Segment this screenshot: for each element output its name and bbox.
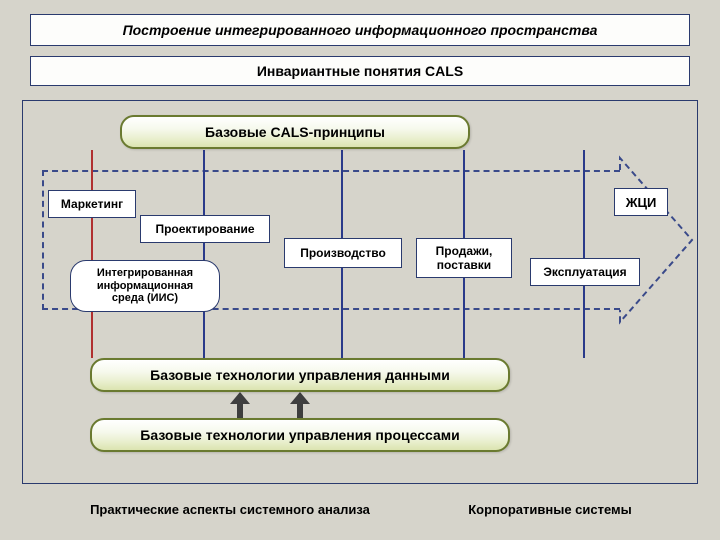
pill-mid-label: Базовые технологии управления данными (150, 367, 450, 383)
badge-lifecycle: ЖЦИ (614, 188, 668, 216)
node-exploit-label: Эксплуатация (543, 265, 626, 279)
node-marketing-label: Маркетинг (61, 197, 123, 211)
pill-top-label: Базовые CALS-принципы (205, 124, 385, 140)
subtitle-bar: Инвариантные понятия CALS (30, 56, 690, 86)
footer-right: Корпоративные системы (430, 502, 670, 517)
node-production: Производство (284, 238, 402, 268)
node-design: Проектирование (140, 215, 270, 243)
node-sales: Продажи, поставки (416, 238, 512, 278)
subtitle-text: Инвариантные понятия CALS (257, 63, 463, 79)
pill-basic-principles: Базовые CALS-принципы (120, 115, 470, 149)
node-iis-label: Интегрированная информационная среда (ИИ… (97, 267, 193, 305)
pill-bot-label: Базовые технологии управления процессами (140, 427, 459, 443)
node-marketing: Маркетинг (48, 190, 136, 218)
footer-left: Практические аспекты системного анализа (60, 502, 400, 517)
title-bar: Построение интегрированного информационн… (30, 14, 690, 46)
footer-right-label: Корпоративные системы (468, 502, 632, 517)
node-iis: Интегрированная информационная среда (ИИ… (70, 260, 220, 312)
node-production-label: Производство (300, 246, 386, 260)
title-text: Построение интегрированного информационн… (123, 22, 598, 38)
node-design-label: Проектирование (155, 222, 254, 236)
pill-data-tech: Базовые технологии управления данными (90, 358, 510, 392)
footer-left-label: Практические аспекты системного анализа (90, 502, 370, 517)
pill-process-tech: Базовые технологии управления процессами (90, 418, 510, 452)
node-exploitation: Эксплуатация (530, 258, 640, 286)
badge-label: ЖЦИ (626, 195, 657, 210)
node-sales-label: Продажи, поставки (436, 244, 493, 272)
